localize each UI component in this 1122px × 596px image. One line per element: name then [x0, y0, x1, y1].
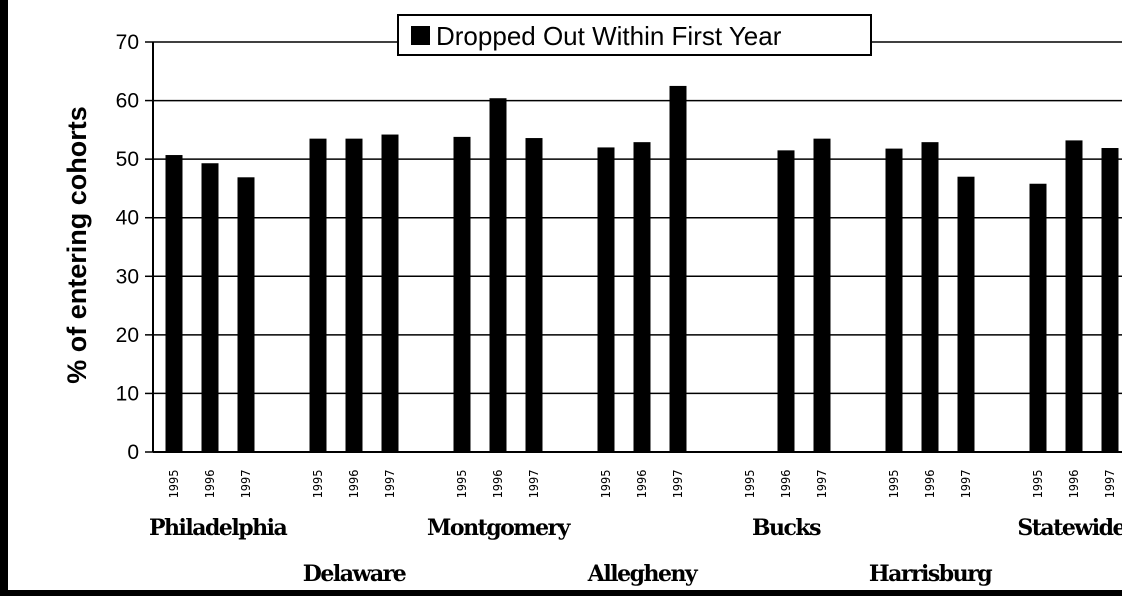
y-tick-label: 70 [116, 31, 139, 54]
bar [525, 138, 543, 453]
bar-chart: 0 10 20 30 40 50 60 70 1995 1996 1997 1995 1996 1997… [62, 14, 1122, 587]
bar [885, 148, 903, 452]
x-tick-label: 1995 [311, 470, 325, 499]
bar [1101, 148, 1119, 452]
x-tick-label: 1996 [203, 470, 217, 499]
y-tick-label: 10 [116, 382, 139, 405]
bar [1065, 140, 1083, 452]
group-label: Philadelphia [149, 515, 287, 541]
y-tick-label: 40 [116, 207, 139, 230]
bar [633, 142, 651, 452]
x-tick-label: 1995 [1031, 470, 1045, 499]
x-tick-label: 1997 [1103, 470, 1117, 499]
bar [381, 134, 399, 453]
bar [597, 147, 615, 452]
bar [165, 155, 183, 453]
bar [669, 85, 687, 452]
y-tick-label: 20 [116, 324, 139, 347]
y-tick-label: 60 [116, 90, 139, 113]
legend-swatch [411, 26, 430, 45]
legend-label: Dropped Out Within First Year [436, 21, 782, 51]
x-tick-label: 1996 [923, 470, 937, 499]
x-tick-label: 1996 [491, 470, 505, 499]
legend-box [397, 14, 872, 56]
bar [957, 176, 975, 452]
group-label: Allegheny [587, 561, 699, 587]
x-tick-label: 1997 [239, 470, 253, 499]
y-axis-ticks: 0 10 20 30 40 50 60 70 [116, 31, 153, 464]
x-tick-label: 1995 [743, 470, 757, 499]
bar [237, 177, 255, 453]
x-tick-label: 1997 [959, 470, 973, 499]
x-tick-label: 1996 [1067, 470, 1081, 499]
x-tick-label: 1996 [635, 470, 649, 499]
group-label: Harrisburg [869, 561, 992, 587]
x-tick-label: 1997 [815, 470, 829, 499]
bar [921, 142, 939, 452]
x-tick-label: 1996 [779, 470, 793, 499]
x-tick-label: 1995 [887, 470, 901, 499]
x-tick-label: 1995 [599, 470, 613, 499]
group-label: Delaware [303, 561, 406, 587]
bar [1029, 183, 1047, 452]
x-tick-label: 1997 [671, 470, 685, 499]
bar [813, 138, 831, 452]
y-tick-label: 30 [116, 265, 139, 288]
bar [453, 136, 471, 452]
bar [345, 138, 363, 452]
bar [201, 163, 219, 452]
x-tick-label: 1995 [167, 470, 181, 499]
bar [489, 98, 507, 452]
group-labels: Philadelphia Delaware Montgomery Allegheny B… [149, 515, 1122, 587]
group-label: Statewide [1017, 515, 1122, 541]
bar [777, 150, 795, 452]
x-tick-label: 1996 [347, 470, 361, 499]
group-label: Bucks [752, 515, 821, 541]
x-tick-label: 1995 [455, 470, 469, 499]
legend: Dropped Out Within First Year [397, 14, 872, 56]
x-tick-label: 1997 [527, 470, 541, 499]
x-tick-label: 1997 [383, 470, 397, 499]
bars [165, 85, 1119, 453]
group-label: Montgomery [427, 515, 572, 541]
y-tick-label: 0 [127, 441, 139, 464]
y-axis-label: % of entering cohorts [62, 106, 92, 384]
bar [309, 138, 327, 452]
y-tick-label: 50 [116, 148, 139, 171]
x-axis-ticks: 1995 1996 1997 1995 1996 1997 1995 1996 1997 1995… [167, 470, 1117, 499]
